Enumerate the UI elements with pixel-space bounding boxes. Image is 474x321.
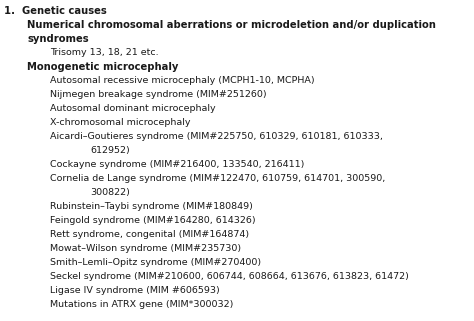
Text: Cockayne syndrome (MIM#216400, 133540, 216411): Cockayne syndrome (MIM#216400, 133540, 2… (50, 160, 304, 169)
Text: Smith–Lemli–Opitz syndrome (MIM#270400): Smith–Lemli–Opitz syndrome (MIM#270400) (50, 258, 261, 267)
Text: X-chromosomal microcephaly: X-chromosomal microcephaly (50, 118, 190, 127)
Text: Trisomy 13, 18, 21 etc.: Trisomy 13, 18, 21 etc. (50, 48, 158, 57)
Text: 612952): 612952) (90, 146, 130, 155)
Text: 300822): 300822) (90, 188, 130, 197)
Text: Mowat–Wilson syndrome (MIM#235730): Mowat–Wilson syndrome (MIM#235730) (50, 244, 241, 253)
Text: Autosomal recessive microcephaly (MCPH1-10, MCPHA): Autosomal recessive microcephaly (MCPH1-… (50, 76, 314, 85)
Text: Aicardi–Goutieres syndrome (MIM#225750, 610329, 610181, 610333,: Aicardi–Goutieres syndrome (MIM#225750, … (50, 132, 383, 141)
Text: Nijmegen breakage syndrome (MIM#251260): Nijmegen breakage syndrome (MIM#251260) (50, 90, 266, 99)
Text: Feingold syndrome (MIM#164280, 614326): Feingold syndrome (MIM#164280, 614326) (50, 216, 255, 225)
Text: Seckel syndrome (MIM#210600, 606744, 608664, 613676, 613823, 61472): Seckel syndrome (MIM#210600, 606744, 608… (50, 272, 409, 281)
Text: Rett syndrome, congenital (MIM#164874): Rett syndrome, congenital (MIM#164874) (50, 230, 249, 239)
Text: Autosomal dominant microcephaly: Autosomal dominant microcephaly (50, 104, 215, 113)
Text: syndromes: syndromes (27, 34, 89, 44)
Text: 1.  Genetic causes: 1. Genetic causes (4, 6, 107, 16)
Text: Cornelia de Lange syndrome (MIM#122470, 610759, 614701, 300590,: Cornelia de Lange syndrome (MIM#122470, … (50, 174, 385, 183)
Text: Rubinstein–Taybi syndrome (MIM#180849): Rubinstein–Taybi syndrome (MIM#180849) (50, 202, 253, 211)
Text: Monogenetic microcephaly: Monogenetic microcephaly (27, 62, 179, 72)
Text: Ligase IV syndrome (MIM #606593): Ligase IV syndrome (MIM #606593) (50, 286, 219, 295)
Text: Numerical chromosomal aberrations or microdeletion and/or duplication: Numerical chromosomal aberrations or mic… (27, 21, 437, 30)
Text: Mutations in ATRX gene (MIM*300032): Mutations in ATRX gene (MIM*300032) (50, 300, 233, 309)
